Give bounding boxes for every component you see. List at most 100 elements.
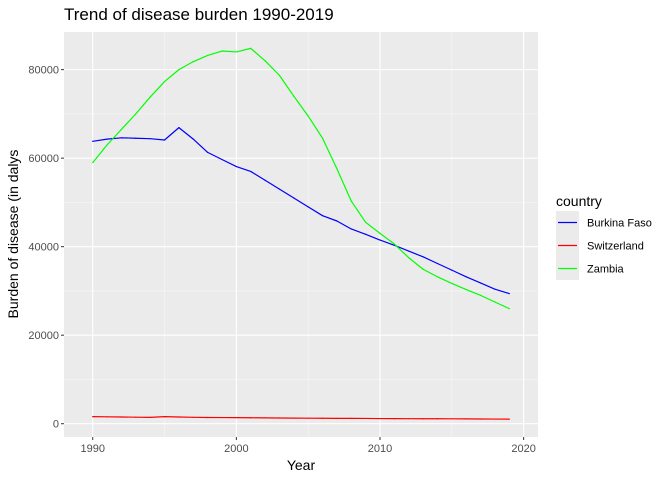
data-point-burkina-faso [192,138,194,140]
data-point-burkina-faso [494,288,496,290]
data-point-zambia [192,61,194,63]
data-point-switzerland [192,416,194,418]
y-tick-label: 0 [53,419,59,431]
data-point-switzerland [393,418,395,420]
y-tick-label: 60000 [28,153,59,165]
data-point-burkina-faso [106,138,108,140]
data-point-switzerland [508,418,510,420]
data-point-burkina-faso [293,197,295,199]
data-point-switzerland [436,418,439,420]
data-point-zambia [207,54,209,57]
data-point-zambia [350,200,352,202]
data-point-burkina-faso [508,292,510,295]
data-point-burkina-faso [135,137,137,139]
data-point-switzerland [321,417,324,419]
data-point-burkina-faso [278,188,281,190]
data-point-switzerland [207,416,209,419]
data-point-zambia [120,128,123,130]
series-line-switzerland [92,416,510,420]
data-point-zambia [436,276,439,278]
data-point-burkina-faso [365,233,367,235]
data-point-switzerland [120,416,123,418]
data-point-zambia [106,144,108,146]
data-point-zambia [250,47,252,49]
data-point-burkina-faso [264,179,266,181]
data-point-switzerland [278,417,281,419]
y-tick-label: 40000 [28,242,59,254]
data-point-burkina-faso [451,269,453,271]
data-point-burkina-faso [250,170,252,173]
data-point-zambia [307,115,309,117]
data-point-burkina-faso [221,158,223,161]
data-point-zambia [278,74,281,76]
data-point-zambia [465,289,467,291]
data-point-switzerland [264,417,266,419]
data-point-burkina-faso [149,138,151,140]
legend-label-switzerland: Switzerland [587,241,644,253]
series-lines [92,47,510,420]
data-point-burkina-faso [479,282,482,284]
data-point-switzerland [422,418,424,420]
data-point-burkina-faso [436,262,439,265]
data-point-switzerland [307,417,309,419]
data-point-switzerland [336,417,338,419]
data-point-switzerland [250,417,252,419]
y-axis-title: Burden of disease (in dalys [5,150,21,319]
data-point-switzerland [106,416,108,418]
data-point-burkina-faso [235,165,237,168]
data-point-burkina-faso [92,140,94,142]
y-tick-label: 80000 [28,65,59,77]
data-point-burkina-faso [207,151,209,153]
data-point-switzerland [465,418,467,420]
data-point-zambia [422,268,424,270]
legend-title: country [556,193,602,209]
data-point-burkina-faso [163,139,166,141]
data-point-burkina-faso [350,228,352,230]
data-point-switzerland [221,416,223,419]
data-point-switzerland [408,418,410,420]
series-line-zambia [92,47,510,310]
plot-panel [64,32,538,437]
data-point-burkina-faso [307,206,309,208]
data-point-switzerland [135,416,137,418]
legend: country Burkina Faso Switzerland Zambia [556,193,652,280]
data-point-zambia [451,282,453,285]
y-axis: 0 20000 40000 60000 80000 [28,65,64,431]
data-point-burkina-faso [321,215,324,217]
data-point-switzerland [379,417,381,420]
data-point-zambia [135,113,137,115]
x-tick-label: 1990 [80,443,104,455]
data-point-zambia [336,168,338,170]
y-tick-label: 20000 [28,330,59,342]
data-point-zambia [221,50,223,52]
data-point-switzerland [293,417,295,419]
x-axis: 1990 2000 2010 2020 [80,437,536,455]
grid-major [64,32,538,437]
data-point-switzerland [235,417,237,419]
data-point-switzerland [494,418,496,420]
data-point-switzerland [149,416,151,418]
data-point-zambia [235,51,237,53]
data-point-switzerland [350,417,352,420]
data-point-zambia [92,161,94,164]
x-tick-label: 2000 [224,443,248,455]
data-point-burkina-faso [120,137,123,139]
data-point-zambia [163,80,166,83]
x-axis-title: Year [287,457,316,473]
data-point-switzerland [163,416,166,418]
data-point-zambia [264,60,266,62]
data-point-burkina-faso [465,276,467,278]
data-point-zambia [508,308,510,310]
data-point-burkina-faso [408,250,410,252]
data-point-zambia [379,232,381,234]
x-tick-label: 2010 [368,443,392,455]
data-point-burkina-faso [178,127,180,129]
data-point-zambia [479,294,482,296]
data-point-switzerland [365,417,367,420]
data-point-burkina-faso [422,256,424,258]
data-point-burkina-faso [336,220,338,222]
x-tick-label: 2020 [511,443,535,455]
data-point-zambia [365,221,367,223]
data-point-zambia [393,243,395,245]
